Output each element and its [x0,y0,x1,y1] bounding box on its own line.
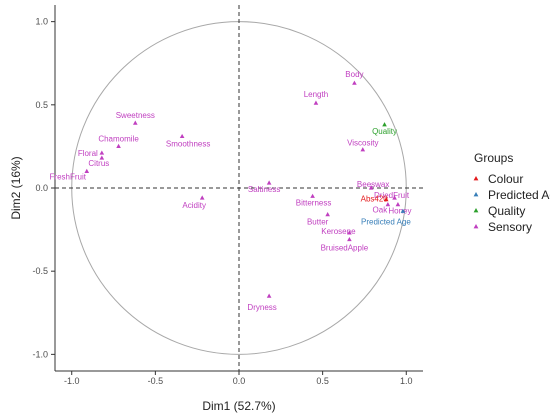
point-citrus [99,155,105,160]
point-label-chamomile: Chamomile [98,134,139,143]
point-label-saltiness: Saltiness [248,185,280,194]
legend-key-quality [473,208,479,213]
y-tick-label: 0.5 [35,100,48,110]
legend-key-colour [473,176,479,181]
point-label-bitterness: Bitterness [296,198,332,207]
point-label-floral: Floral [78,149,98,158]
legend: Groups Colour Predicted Age Quality Sensory [473,151,550,234]
point-acidity [199,195,205,200]
point-label-freshfruit: FreshFruit [50,172,87,181]
legend-title: Groups [474,151,513,165]
legend-label-quality: Quality [488,204,525,218]
point-predicted-age [400,208,406,213]
point-label-bruisedapple: BruisedApple [321,244,369,253]
point-length [313,100,319,105]
y-tick-label: 1.0 [35,17,48,27]
point-driedfruit [392,195,397,200]
point-sweetness [132,120,138,125]
point-label-sweetness: Sweetness [116,111,155,120]
y-axis-title: Dim2 (16%) [9,156,23,219]
point-freshfruit [84,168,90,173]
legend-label-sensory: Sensory [488,220,532,234]
point-label-quality: Quality [372,127,397,136]
point-chamomile [116,143,121,149]
point-label-butter: Butter [307,218,329,227]
point-smoothness [179,133,185,139]
point-label-predicted-age: Predicted Age [361,217,411,226]
x-tick-label: 1.0 [400,376,413,386]
point-body [352,80,357,85]
point-dryness [266,293,272,298]
point-saltiness [266,180,272,185]
point-label-oak: Oak [373,206,389,215]
point-label-kerosene: Kerosene [321,227,356,236]
point-quality [382,122,387,127]
point-label-smoothness: Smoothness [166,139,210,148]
point-label-dryness: Dryness [247,303,276,312]
point-butter [325,212,330,217]
x-tick-label: -0.5 [148,376,164,386]
point-bitterness [310,193,315,198]
point-label-beeswax: Beeswax [357,180,389,189]
point-label-acidity: Acidity [182,201,206,210]
x-tick-label: 0.0 [233,376,246,386]
point-kerosene [347,230,352,235]
point-floral [99,150,105,155]
point-label-viscosity: Viscosity [347,139,378,148]
plot-area: -1.0 -0.5 0.0 0.5 1.0 -1.0 -0.5 0.0 0.5 1.0 Body Le… [32,5,423,386]
point-label-body: Body [345,70,363,79]
legend-key-predicted-age [473,192,479,197]
point-label-abs420: Abs420 [361,195,389,204]
y-tick-label: -0.5 [32,266,48,276]
x-axis-title: Dim1 (52.7%) [202,399,275,413]
point-abs420 [383,197,389,202]
point-honey [395,202,401,207]
legend-label-predicted-age: Predicted Age [488,188,550,202]
point-bruisedapple [347,236,352,242]
x-tick-label: -1.0 [64,376,80,386]
point-label-honey: Honey [388,207,411,216]
x-tick-label: 0.5 [316,376,329,386]
point-label-length: Length [304,90,328,99]
point-label-driedfruit: DriedFruit [374,191,410,200]
point-label-citrus: Citrus [88,159,109,168]
point-viscosity [360,147,366,152]
legend-label-colour: Colour [488,172,523,186]
legend-key-sensory [473,224,479,229]
point-oak [385,202,391,207]
y-tick-label: -1.0 [32,349,48,359]
y-tick-label: 0.0 [35,183,48,193]
point-beeswax [368,185,374,190]
